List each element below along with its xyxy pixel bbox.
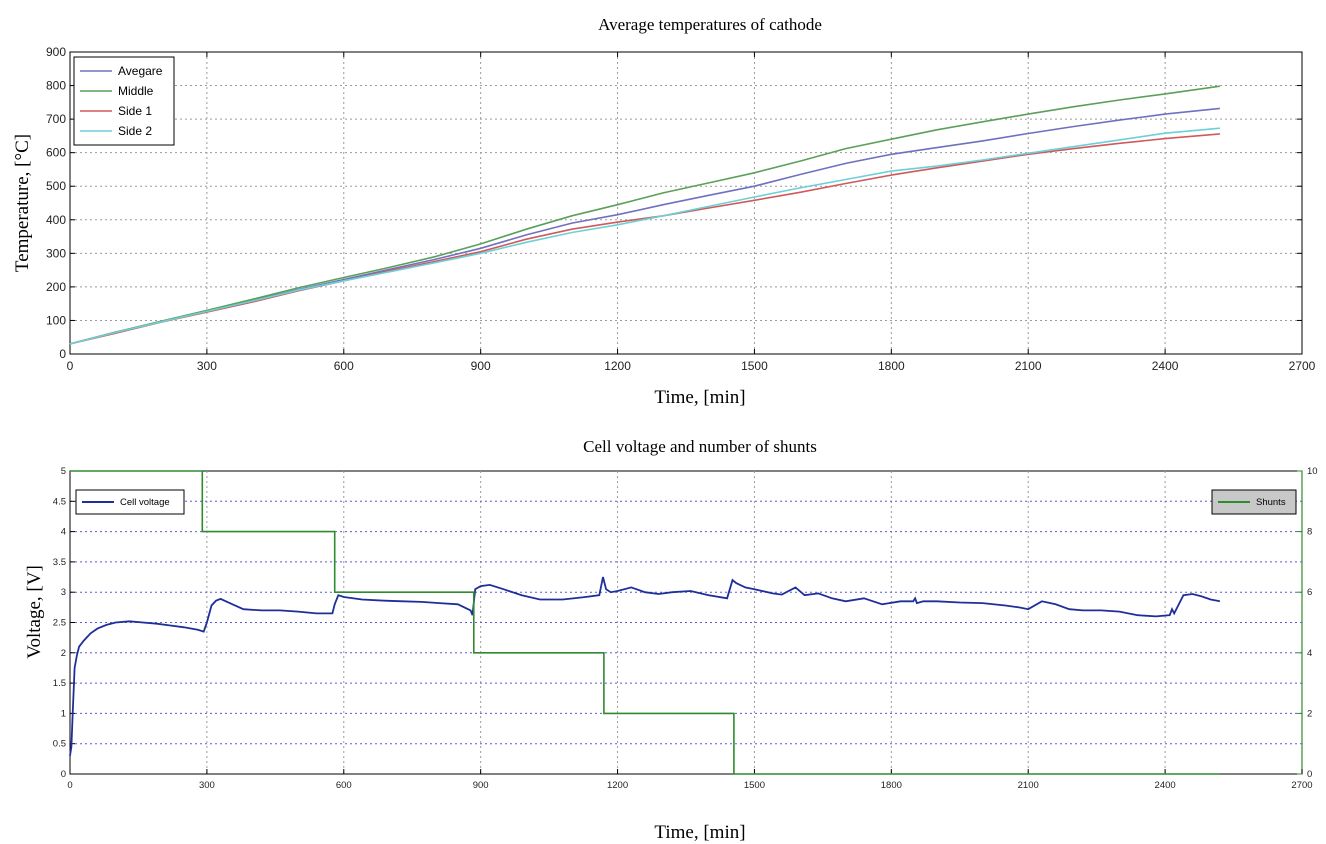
chart-title: Cell voltage and number of shunts <box>583 437 817 456</box>
y-tick-labels: 0 100 200 300 400 500 600 700 800 900 <box>46 45 66 361</box>
x-tick-labels: 0 300 600 900 1200 1500 1800 2100 2400 2700 <box>67 780 1312 791</box>
x-tick-labels: 0 300 600 900 1200 1500 1800 2100 2400 2700 <box>67 359 1316 373</box>
legend-label-cell-voltage: Cell voltage <box>120 497 170 508</box>
y-tick-label: 400 <box>46 213 66 227</box>
y2-tick-label: 8 <box>1307 527 1312 538</box>
y-tick-label: 2 <box>61 648 66 659</box>
x-tick-label: 2100 <box>1015 359 1042 373</box>
series-line-side-1 <box>69 133 1220 345</box>
y2-tick-label: 2 <box>1307 708 1312 719</box>
legend: Avegare Middle Side 1 Side 2 <box>73 56 175 146</box>
y-tick-label: 2.5 <box>53 618 66 629</box>
chart-voltage-shunts: Cell voltage and number of shunts 0 300 60… <box>24 437 1318 843</box>
x-tick-label: 1500 <box>744 780 765 791</box>
chart-title: Average temperatures of cathode <box>598 15 822 34</box>
plot-area <box>69 51 1303 355</box>
grid <box>69 51 1303 355</box>
x-tick-label: 1800 <box>878 359 905 373</box>
x-axis-label: Time, [min] <box>654 822 745 843</box>
y-tick-label: 600 <box>46 146 66 160</box>
x-tick-label: 1200 <box>604 359 631 373</box>
x-tick-label: 1500 <box>741 359 768 373</box>
y-tick-label: 0 <box>59 347 66 361</box>
y-tick-label: 100 <box>46 313 66 327</box>
y-tick-label: 0.5 <box>53 739 66 750</box>
y2-tick-label: 0 <box>1307 769 1312 780</box>
legend-label-side-2: Side 2 <box>118 124 152 138</box>
y-tick-label: 1 <box>61 708 66 719</box>
y-tick-label: 900 <box>46 45 66 59</box>
y-tick-label: 0 <box>61 769 66 780</box>
y2-tick-label: 4 <box>1307 648 1312 659</box>
x-tick-label: 300 <box>197 359 217 373</box>
x-tick-label: 2400 <box>1152 359 1179 373</box>
y2-tick-label: 6 <box>1307 587 1312 598</box>
x-tick-label: 300 <box>199 780 215 791</box>
y-tick-labels: 0 0.5 1 1.5 2 2.5 3 3.5 4 4.5 5 <box>53 466 66 780</box>
x-tick-label: 1200 <box>607 780 628 791</box>
legend-shunts: Shunts <box>1211 489 1297 515</box>
legend-label-shunts: Shunts <box>1256 497 1286 508</box>
x-tick-label: 600 <box>334 359 354 373</box>
legend-label-side-1: Side 1 <box>118 104 152 118</box>
x-tick-label: 0 <box>67 780 72 791</box>
y-tick-label: 300 <box>46 246 66 260</box>
y2-tick-labels: 0 2 4 6 8 10 <box>1307 466 1318 780</box>
x-tick-label: 900 <box>471 359 491 373</box>
series-line-middle <box>69 85 1221 345</box>
y-axis-label: Temperature, [°C] <box>12 134 33 272</box>
x-tick-label: 2400 <box>1155 780 1176 791</box>
series-group <box>69 85 1221 345</box>
x-tick-label: 2100 <box>1018 780 1039 791</box>
series-line-shunts <box>70 470 1220 775</box>
y-axis-label: Voltage, [V] <box>24 565 45 659</box>
series-line-side-2 <box>69 127 1220 345</box>
y-tick-label: 3 <box>61 587 66 598</box>
legend-cell-voltage: Cell voltage <box>75 489 185 515</box>
y-tick-label: 4.5 <box>53 496 66 507</box>
y-tick-label: 3.5 <box>53 557 66 568</box>
x-tick-label: 2700 <box>1289 359 1316 373</box>
x-tick-label: 0 <box>67 359 74 373</box>
x-tick-label: 900 <box>473 780 489 791</box>
y-tick-label: 4 <box>61 527 66 538</box>
y-tick-label: 800 <box>46 79 66 93</box>
y-tick-label: 1.5 <box>53 678 66 689</box>
x-axis-label: Time, [min] <box>654 387 745 408</box>
y-tick-label: 700 <box>46 112 66 126</box>
legend-label-middle: Middle <box>118 84 154 98</box>
y-tick-label: 200 <box>46 280 66 294</box>
chart-temperatures: Average temperatures of cathode 0 300 600 9… <box>12 15 1316 408</box>
series-group <box>69 470 1221 775</box>
y2-tick-label: 10 <box>1307 466 1318 477</box>
legend-label-avegare: Avegare <box>118 64 163 78</box>
x-tick-label: 2700 <box>1291 780 1312 791</box>
x-tick-label: 1800 <box>881 780 902 791</box>
y-tick-label: 5 <box>61 466 66 477</box>
x-tick-label: 600 <box>336 780 352 791</box>
y-tick-label: 500 <box>46 179 66 193</box>
series-line-cell-voltage <box>69 576 1221 756</box>
